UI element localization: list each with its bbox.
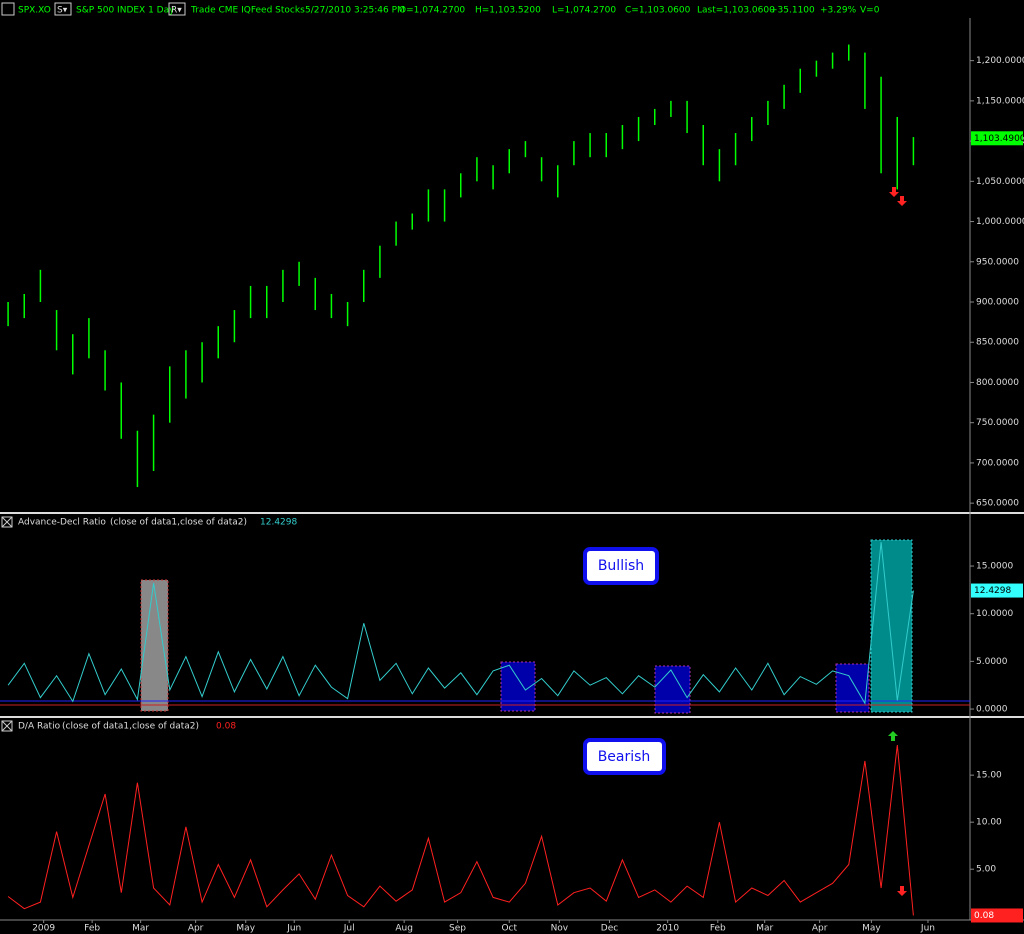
y-tick-label: 950.0000 (976, 257, 1019, 267)
y-tick-label: 10.00 (976, 818, 1002, 828)
y-tick-label: 750.0000 (976, 418, 1019, 428)
y-tick-label: 850.0000 (976, 338, 1019, 348)
last-value-label: 1,103.4900 (974, 134, 1024, 144)
close-icon-x (1, 516, 13, 528)
last-value-label: 0.08 (974, 911, 994, 921)
close-icon[interactable] (1, 720, 13, 732)
pane-title: D/A Ratio (18, 722, 61, 732)
y-tick-label: 1,050.0000 (976, 177, 1024, 187)
range-menu[interactable]: R▾ (171, 6, 182, 16)
highlight-region (500, 661, 536, 712)
annotation: Bullish (598, 558, 644, 574)
y-tick-label: 1,200.0000 (976, 56, 1024, 66)
x-tick-label: Sep (449, 924, 466, 934)
sell-arrow (897, 196, 907, 206)
description: S&P 500 INDEX 1 Day (76, 6, 175, 16)
y-tick-label: 650.0000 (976, 499, 1019, 509)
close: C=1,103.0600 (625, 6, 691, 16)
x-tick-label: Dec (601, 924, 618, 934)
y-tick-label: 5.0000 (976, 657, 1008, 667)
x-tick-label: 2010 (656, 924, 679, 934)
buy-arrow (888, 731, 898, 741)
close-icon-x (1, 720, 13, 732)
x-tick-label: Nov (551, 924, 569, 934)
y-tick-label: 800.0000 (976, 378, 1019, 388)
last: Last=1,103.0600 (697, 6, 775, 16)
y-tick-label: 700.0000 (976, 458, 1019, 468)
x-tick-label: Feb (84, 924, 100, 934)
open: O=1,074.2700 (399, 6, 465, 16)
symbol-menu[interactable]: S▾ (57, 6, 68, 16)
x-tick-label: Apr (812, 924, 828, 934)
indicator-line (7, 744, 914, 916)
close-icon[interactable] (1, 2, 15, 16)
x-tick-label: Aug (395, 924, 413, 934)
change-pct: +3.29% (820, 6, 857, 16)
x-tick-label: Jul (343, 924, 355, 934)
marks: 650.0000 700.0000 750.0000 800.0000 850.0000… (7, 44, 1024, 934)
highlight-region (835, 663, 870, 713)
highlight-region (870, 539, 913, 713)
high: H=1,103.5200 (475, 6, 541, 16)
x-tick-label: Jun (920, 924, 935, 934)
y-tick-label: 900.0000 (976, 298, 1019, 308)
last-value-box (971, 908, 1023, 923)
change: +35.1100 (770, 6, 815, 16)
sell-arrow (897, 886, 907, 896)
y-tick-label: 0.0000 (976, 705, 1008, 715)
y-tick-label: 5.00 (976, 865, 996, 875)
x-tick-label: Apr (188, 924, 204, 934)
annotation: Bearish (598, 749, 651, 765)
last-value-box (971, 131, 1023, 146)
pane-params: (close of data1,close of data2) (62, 722, 199, 732)
symbol: SPX.XO (18, 6, 51, 16)
y-tick-label: 1,150.0000 (976, 96, 1024, 106)
x-tick-label: Feb (710, 924, 726, 934)
annotation-box (583, 738, 666, 775)
pane-params: (close of data1,close of data2) (110, 518, 247, 528)
annotation-box (583, 547, 659, 585)
pane-value: 0.08 (216, 722, 236, 732)
indicator-line (7, 542, 914, 705)
feed: Trade CME IQFeed Stocks (190, 6, 305, 16)
y-tick-label: 10.0000 (976, 609, 1013, 619)
x-tick-label: May (862, 924, 881, 934)
close-icon[interactable] (1, 516, 13, 528)
timestamp: 5/27/2010 3:25:46 PM (305, 6, 405, 16)
y-tick-label: 15.0000 (976, 562, 1013, 572)
symbol-menu-button[interactable] (54, 2, 72, 16)
x-tick-label: Jun (286, 924, 301, 934)
x-tick-label: 2009 (32, 924, 55, 934)
y-tick-label: 15.00 (976, 771, 1002, 781)
range-menu-button[interactable] (168, 2, 186, 16)
x-tick-label: May (236, 924, 255, 934)
last-value-label: 12.4298 (974, 586, 1011, 596)
sell-arrow (889, 187, 899, 197)
low: L=1,074.2700 (552, 6, 616, 16)
pane-title: Advance-Decl Ratio (18, 518, 106, 528)
volume: V=0 (860, 6, 880, 16)
x-tick-label: Mar (756, 924, 773, 934)
pane-value: 12.4298 (260, 518, 297, 528)
x-tick-label: Oct (501, 924, 517, 934)
x-tick-label: Mar (132, 924, 149, 934)
last-value-box (971, 583, 1023, 598)
y-tick-label: 1,000.0000 (976, 217, 1024, 227)
